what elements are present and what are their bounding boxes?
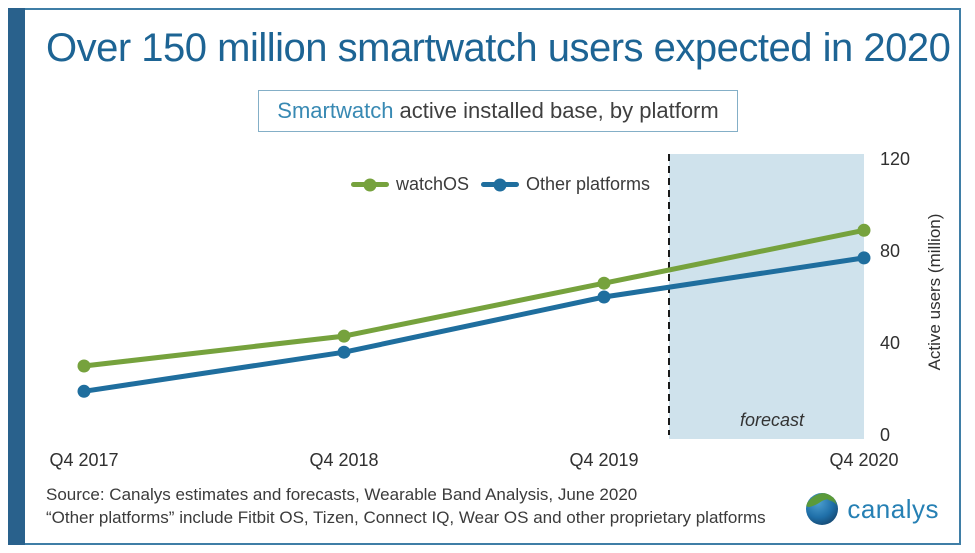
other-platforms-line [81, 255, 867, 394]
note-line: “Other platforms” include Fitbit OS, Tiz… [46, 508, 766, 527]
subtitle-highlight: Smartwatch [277, 98, 394, 123]
legend-marker-other-platforms-icon [480, 182, 519, 187]
watchos-line [81, 227, 867, 369]
other-platforms-point-q4-2019 [597, 290, 611, 304]
x-label-q4-2017: Q4 2017 [49, 450, 119, 470]
source-line: Source: Canalys estimates and forecasts,… [46, 485, 638, 504]
subtitle-box: Smartwatch active installed base, by pla… [258, 90, 738, 132]
y-tick-0: 0 [880, 425, 891, 445]
other-platforms-point-q4-2017 [77, 384, 91, 398]
legend-marker-watchos-icon [350, 182, 389, 187]
canalys-logo-text: canalys [847, 493, 939, 524]
watchos-point-q4-2019 [597, 276, 611, 290]
canalys-globe-icon [806, 493, 839, 525]
chart-card: Over 150 million smartwatch users expect… [8, 8, 961, 545]
footer: Source: Canalys estimates and forecasts,… [46, 483, 766, 529]
chart-legend: watchOS Other platforms [26, 174, 975, 195]
watchos-point-q4-2017 [77, 359, 91, 373]
forecast-band [669, 154, 864, 439]
y-tick-120: 120 [880, 149, 911, 169]
watchos-point-q4-2018 [337, 329, 351, 343]
other-platforms-point-q4-2020 [857, 251, 871, 265]
left-accent-bar [8, 8, 25, 545]
legend-item-other-platforms: Other platforms [480, 174, 651, 195]
y-tick-80: 80 [880, 241, 901, 261]
y-tick-40: 40 [880, 333, 901, 353]
subtitle-text: active installed base, by platform [393, 98, 719, 123]
legend-item-watchos: watchOS [350, 174, 469, 195]
x-label-q4-2019: Q4 2019 [569, 450, 639, 470]
x-label-q4-2020: Q4 2020 [829, 450, 899, 470]
page-title: Over 150 million smartwatch users expect… [46, 26, 951, 70]
y-axis-title: Active users (million) [925, 213, 944, 371]
canalys-logo: canalys [805, 492, 939, 526]
legend-label: watchOS [395, 174, 469, 194]
other-platforms-point-q4-2018 [337, 345, 351, 359]
forecast-label: forecast [739, 410, 805, 430]
watchos-point-q4-2020 [857, 223, 871, 237]
legend-label: Other platforms [525, 174, 651, 194]
x-label-q4-2018: Q4 2018 [309, 450, 379, 470]
